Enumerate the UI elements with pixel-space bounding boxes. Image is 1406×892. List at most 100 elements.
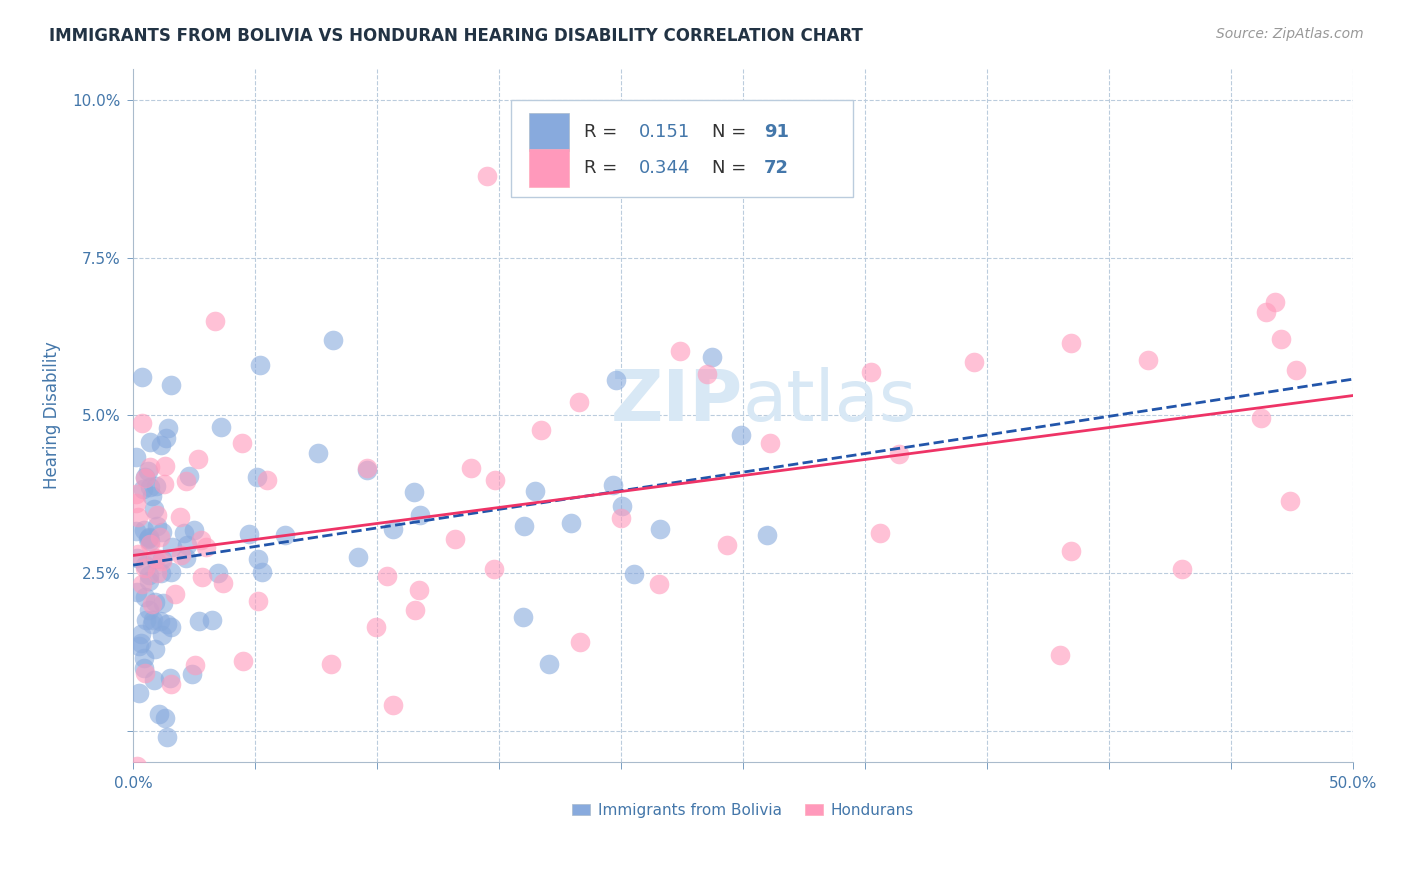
Point — [155, 711, 177, 725]
Point — [145, 479, 167, 493]
Text: R =: R = — [585, 123, 623, 141]
Point — [730, 428, 752, 442]
Point — [143, 551, 166, 566]
Point — [347, 550, 370, 565]
Point — [145, 518, 167, 533]
Point — [1256, 305, 1278, 319]
Point — [194, 541, 217, 555]
Y-axis label: Hearing Disability: Hearing Disability — [44, 342, 60, 490]
Point — [366, 620, 388, 634]
Point — [460, 461, 482, 475]
Point — [700, 351, 723, 365]
Point — [157, 421, 180, 435]
Point — [443, 532, 465, 546]
Point — [173, 526, 195, 541]
Point — [155, 459, 177, 474]
Point — [889, 447, 911, 461]
Point — [382, 698, 405, 712]
Point — [696, 367, 718, 381]
Point — [963, 355, 986, 369]
Point — [152, 477, 174, 491]
Point — [142, 673, 165, 687]
Point — [1279, 493, 1302, 508]
Point — [134, 470, 156, 484]
Point — [134, 471, 156, 485]
Point — [246, 470, 269, 484]
Point — [1270, 332, 1292, 346]
Point — [238, 527, 260, 541]
Point — [246, 594, 269, 608]
Point — [149, 566, 172, 581]
Point — [207, 566, 229, 581]
Point — [513, 519, 536, 533]
Point — [128, 639, 150, 653]
FancyBboxPatch shape — [530, 149, 568, 187]
Point — [159, 676, 181, 690]
Point — [755, 528, 778, 542]
Point — [475, 169, 498, 183]
Point — [530, 423, 553, 437]
Point — [127, 758, 149, 772]
Point — [650, 522, 672, 536]
Point — [134, 558, 156, 572]
Point — [124, 524, 146, 538]
Point — [139, 480, 162, 494]
Point — [321, 657, 343, 671]
Text: N =: N = — [713, 123, 752, 141]
FancyBboxPatch shape — [530, 113, 568, 151]
Point — [138, 603, 160, 617]
Point — [139, 460, 162, 475]
Text: atlas: atlas — [742, 368, 917, 436]
Point — [356, 463, 378, 477]
Point — [131, 416, 153, 430]
Text: 91: 91 — [763, 123, 789, 141]
Text: IMMIGRANTS FROM BOLIVIA VS HONDURAN HEARING DISABILITY CORRELATION CHART: IMMIGRANTS FROM BOLIVIA VS HONDURAN HEAR… — [49, 27, 863, 45]
Point — [187, 614, 209, 628]
Point — [134, 665, 156, 680]
FancyBboxPatch shape — [512, 100, 852, 197]
Point — [759, 436, 782, 450]
Point — [128, 686, 150, 700]
Point — [124, 487, 146, 501]
Point — [163, 587, 186, 601]
Point — [322, 333, 344, 347]
Point — [569, 635, 592, 649]
Point — [307, 446, 329, 460]
Point — [156, 731, 179, 745]
Text: 0.344: 0.344 — [640, 159, 690, 178]
Point — [1049, 648, 1071, 663]
Text: Source: ZipAtlas.com: Source: ZipAtlas.com — [1216, 27, 1364, 41]
Point — [201, 613, 224, 627]
Point — [138, 530, 160, 544]
Point — [149, 438, 172, 452]
Point — [138, 568, 160, 582]
Point — [129, 627, 152, 641]
Point — [149, 530, 172, 544]
Point — [132, 650, 155, 665]
Point — [1264, 294, 1286, 309]
Point — [150, 628, 173, 642]
Point — [537, 657, 560, 672]
Point — [623, 566, 645, 581]
Point — [602, 478, 624, 492]
Point — [669, 343, 692, 358]
Point — [174, 550, 197, 565]
Point — [404, 603, 426, 617]
Point — [129, 636, 152, 650]
Point — [560, 516, 582, 530]
Legend: Immigrants from Bolivia, Hondurans: Immigrants from Bolivia, Hondurans — [565, 797, 920, 824]
Point — [184, 658, 207, 673]
Point — [145, 551, 167, 566]
Point — [127, 509, 149, 524]
Point — [409, 508, 432, 522]
Point — [610, 500, 633, 514]
Point — [176, 538, 198, 552]
Point — [142, 613, 165, 627]
Point — [249, 358, 271, 372]
Point — [512, 610, 534, 624]
Point — [138, 531, 160, 545]
Text: ZIP: ZIP — [610, 368, 742, 436]
Point — [135, 613, 157, 627]
Point — [190, 533, 212, 548]
Point — [1285, 362, 1308, 376]
